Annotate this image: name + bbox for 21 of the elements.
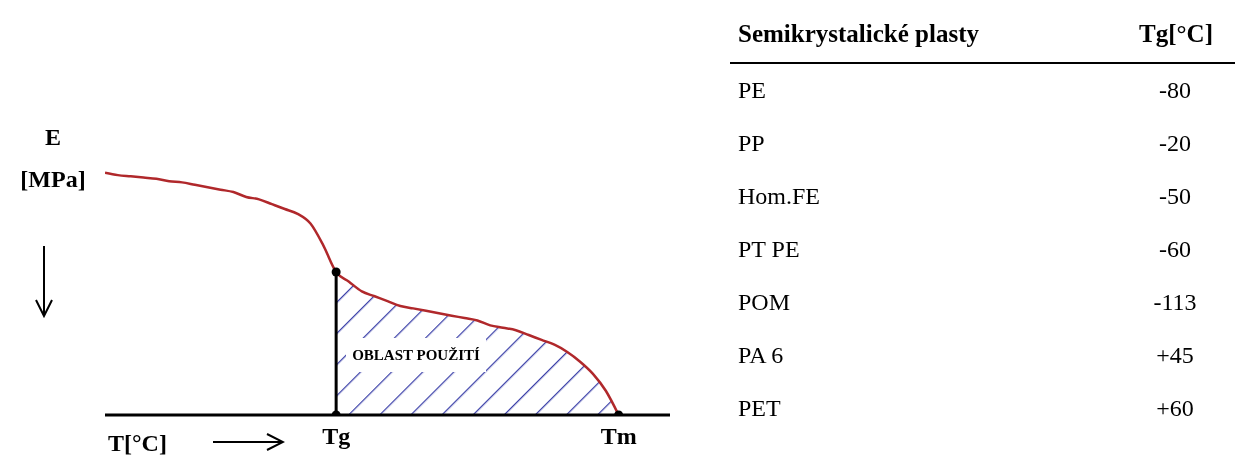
data-label: -50	[1158, 183, 1192, 210]
category-label: POM	[738, 289, 792, 316]
data-label: +45	[1155, 342, 1195, 369]
category-label: PT PE	[738, 236, 801, 263]
annotation: OBLAST POUŽITÍ	[346, 338, 486, 372]
text: Tg[°C]	[1139, 20, 1213, 48]
x-tick-label: Tg	[322, 423, 351, 450]
x-tick-label: Tm	[600, 423, 637, 450]
data-label: -113	[1152, 289, 1198, 316]
category-label: Hom.FE	[738, 183, 821, 210]
category-label: PET	[738, 395, 782, 422]
text: Semikrystalické plasty	[738, 20, 979, 48]
category-label: PE	[738, 77, 767, 104]
data-label: -60	[1158, 236, 1192, 263]
x-axis-title: T[°C]	[108, 430, 167, 457]
category-label: PA 6	[738, 342, 785, 369]
data-label: -80	[1158, 77, 1192, 104]
category-label: PP	[738, 130, 766, 157]
y-axis-title: E [MPa]	[19, 123, 87, 194]
data-label: -20	[1158, 130, 1192, 157]
data-label: +60	[1155, 395, 1195, 422]
